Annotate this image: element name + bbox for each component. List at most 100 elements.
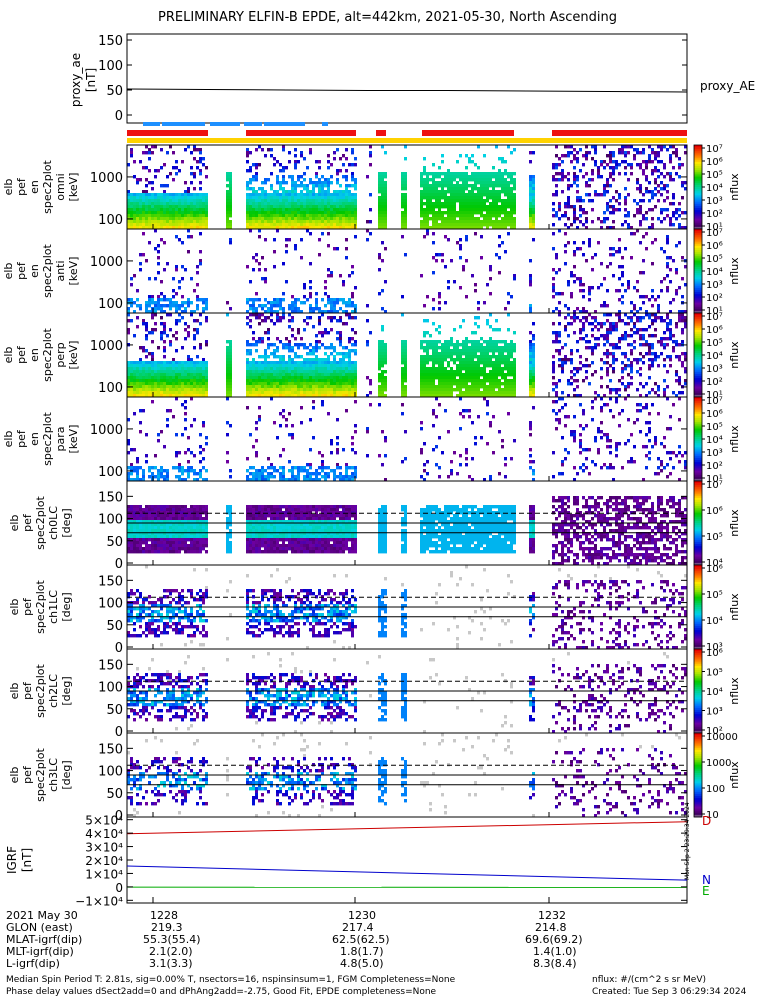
spectrogram-cell <box>160 214 163 218</box>
spectrogram-cell <box>459 394 462 398</box>
spectrogram-cell <box>330 307 333 311</box>
spectrogram-cell <box>139 202 142 206</box>
spectrogram-cell <box>190 361 193 365</box>
spectrogram-cell <box>145 376 148 380</box>
spectrogram-cell <box>139 361 142 365</box>
spectrogram-cell <box>378 343 381 347</box>
spectrogram-cell <box>148 220 151 224</box>
spectrogram-cell <box>510 223 513 227</box>
spectrogram-cell <box>133 175 136 179</box>
spectrogram-cell <box>291 217 294 221</box>
spectrogram-cell <box>339 331 342 335</box>
spectrogram-cell <box>468 394 471 398</box>
spectrogram-cell <box>351 205 354 209</box>
spectrogram-cell <box>255 220 258 224</box>
spectrogram-cell <box>148 226 151 230</box>
spectrogram-cell <box>351 295 354 299</box>
spectrogram-cell <box>404 205 407 209</box>
spectrogram-cell <box>354 181 357 185</box>
spectrogram-cell <box>552 178 555 182</box>
spectrogram-cell <box>330 361 333 365</box>
spectrogram-cell <box>483 214 486 218</box>
spectrogram-cell <box>205 385 208 389</box>
spectrogram-cell <box>279 358 282 362</box>
spectrogram-cell <box>477 166 480 170</box>
spectrogram-cell <box>187 220 190 224</box>
spectrogram-cell <box>441 178 444 182</box>
spectrogram-cell <box>276 205 279 209</box>
spectrogram-cell <box>404 253 407 257</box>
spectrogram-cell <box>480 175 483 179</box>
spectrogram-cell <box>172 178 175 182</box>
spectrogram-cell <box>401 379 404 383</box>
spectrogram-cell <box>513 379 516 383</box>
spectrogram-cell <box>381 145 384 149</box>
spectrogram-cell <box>252 379 255 383</box>
spectrogram-cell <box>504 385 507 389</box>
spectrogram-cell <box>420 184 423 188</box>
spectrogram-cell <box>435 367 438 371</box>
spectrogram-cell <box>303 178 306 182</box>
spectrogram-cell <box>127 193 130 197</box>
spectrogram-cell <box>576 160 579 164</box>
spectrogram-cell <box>348 274 351 278</box>
spectrogram-cell <box>495 199 498 203</box>
spectrogram-cell <box>282 217 285 221</box>
spectrogram-cell <box>567 151 570 155</box>
spectrogram-cell <box>226 199 229 203</box>
spectrogram-cell <box>282 199 285 203</box>
spectrogram-cell <box>588 340 591 344</box>
spectrogram-cell <box>480 382 483 386</box>
spectrogram-cell <box>498 349 501 353</box>
spectrogram-cell <box>181 367 184 371</box>
spectrogram-cell <box>270 214 273 218</box>
spectrogram-cell <box>306 322 309 326</box>
spectrogram-cell <box>133 211 136 215</box>
spectrogram-cell <box>151 352 154 356</box>
spectrogram-cell <box>336 247 339 251</box>
spectrogram-cell <box>498 370 501 374</box>
spectrogram-cell <box>465 361 468 365</box>
colorbar-segment <box>694 239 702 243</box>
spectrogram-cell <box>483 193 486 197</box>
spectrogram-cell <box>303 211 306 215</box>
spectrogram-cell <box>249 373 252 377</box>
spectrogram-cell <box>504 307 507 311</box>
spectrogram-cell <box>136 325 139 329</box>
spectrogram-cell <box>333 385 336 389</box>
spectrogram-cell <box>401 370 404 374</box>
spectrogram-cell <box>252 364 255 368</box>
spectrogram-cell <box>552 364 555 368</box>
spectrogram-cell <box>246 385 249 389</box>
spectrogram-cell <box>459 175 462 179</box>
spectrogram-cell <box>588 289 591 293</box>
spectrogram-cell <box>585 154 588 158</box>
spectrogram-cell <box>401 295 404 299</box>
spectrogram-cell <box>136 367 139 371</box>
spectrogram-cell <box>321 361 324 365</box>
spectrogram-cell <box>288 199 291 203</box>
spectrogram-cell <box>333 157 336 161</box>
spectrogram-cell <box>672 211 675 215</box>
spectrogram-cell <box>384 385 387 389</box>
spectrogram-cell <box>303 364 306 368</box>
spectrogram-cell <box>492 346 495 350</box>
spectrogram-cell <box>273 220 276 224</box>
spectrogram-cell <box>288 340 291 344</box>
spectrogram-cell <box>190 226 193 230</box>
spectrogram-cell <box>127 373 130 377</box>
spectrogram-cell <box>145 355 148 359</box>
colorbar-segment <box>694 226 702 230</box>
spectrogram-cell <box>432 163 435 167</box>
spectrogram-cell <box>612 358 615 362</box>
spectrogram-cell <box>381 199 384 203</box>
spectrogram-cell <box>321 310 324 314</box>
spectrogram-cell <box>663 163 666 167</box>
spectrogram-cell <box>498 184 501 188</box>
spectrogram-cell <box>594 310 597 314</box>
spectrogram-cell <box>345 211 348 215</box>
spectrogram-cell <box>570 370 573 374</box>
spectrogram-cell <box>294 217 297 221</box>
spectrogram-cell <box>381 325 384 329</box>
spectrogram-cell <box>624 355 627 359</box>
